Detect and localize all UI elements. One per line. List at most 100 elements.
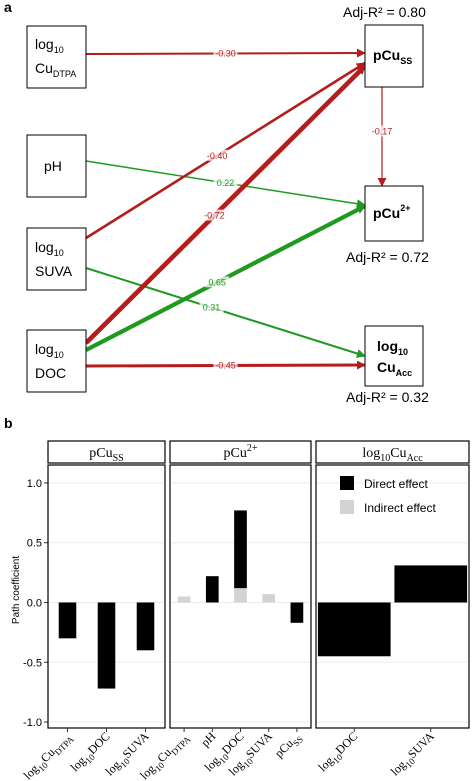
node-cu-log: log (35, 36, 54, 52)
node-cu-name: Cu (35, 60, 53, 76)
node-cuacc-sub10: 10 (398, 347, 408, 357)
bar-direct (58, 602, 77, 639)
node-suva-sub10: 10 (54, 248, 64, 258)
node-ph: pH (26, 134, 87, 198)
node-suva-name: SUVA (35, 263, 73, 279)
coef-label-doc-pcuss: -0.72 (204, 211, 225, 221)
node-log10-doc: log10 DOC (26, 329, 87, 393)
coef-label-bg (205, 276, 230, 288)
node-doc-log: log (35, 341, 54, 357)
svg-text:log10: log10 (35, 36, 64, 55)
bar-direct (136, 602, 155, 651)
node-ph-label: pH (44, 158, 62, 174)
node-box (26, 329, 87, 393)
bar-indirect (234, 588, 247, 603)
coef-label-bg (370, 125, 394, 137)
node-cuacc-log: log (377, 338, 398, 354)
node-doc-sub10: 10 (54, 350, 64, 360)
node-pcu2-main: pCu (373, 205, 400, 221)
svg-text:CuAcc: CuAcc (377, 359, 412, 378)
coef-label-bg (202, 209, 227, 221)
node-box (26, 25, 87, 89)
node-box (26, 227, 87, 291)
adj-r2-pcu2: Adj-R² = 0.72 (346, 249, 429, 265)
node-pcu2-sup: 2+ (400, 203, 410, 213)
coef-label-doc-pcu2: 0.65 (208, 277, 226, 287)
svg-text:pCuSS: pCuSS (373, 47, 412, 66)
bar-direct (290, 602, 304, 623)
facet-strip (315, 440, 470, 464)
bar-direct (394, 565, 468, 603)
facet-strip-label: pCu2+ (224, 443, 258, 461)
coef-label-pcuss-pcu2: -0.17 (372, 127, 393, 137)
legend: Direct effect Indirect effect (340, 476, 436, 515)
bar-direct (317, 602, 391, 657)
x-tick-label: pCuSS (272, 729, 305, 762)
coef-label-bg (213, 359, 238, 371)
svg-text:log10: log10 (35, 341, 64, 360)
panel-b: b Path coefficient -1.0 -0.5 0.0 0.5 1.0 pCuS… (4, 415, 470, 781)
coef-label-bg (205, 149, 230, 161)
legend-label-indirect: Indirect effect (364, 501, 436, 515)
bar-direct (205, 576, 219, 603)
node-pcu-2plus: pCu2+ (364, 185, 424, 242)
panel-b-letter: b (4, 415, 13, 431)
y-tick-label: 1.0 (27, 478, 42, 490)
bar-indirect (177, 596, 191, 603)
facet-panel-3: log10CuAcc log10DOC log10SUVA Direct effect… (315, 440, 470, 780)
svg-text:pCu2+: pCu2+ (373, 203, 410, 221)
coef-label-bg (213, 177, 238, 188)
node-suva-log: log (35, 239, 54, 255)
coef-label-bg (199, 301, 224, 313)
y-tick-label: 0.5 (27, 538, 42, 550)
facet-strip-label: log10CuAcc (362, 446, 423, 464)
panel-a-letter: a (4, 0, 12, 15)
x-tick-label: pH (198, 729, 219, 750)
svg-text:log10: log10 (377, 338, 408, 357)
node-pcuss-sub: SS (400, 56, 412, 66)
facet-chart: -1.0 -0.5 0.0 0.5 1.0 pCuSS log10CuDTPA log10DO… (21, 440, 470, 781)
coef-label-suva-pcuss: -0.40 (207, 151, 228, 161)
bar-direct (234, 510, 247, 589)
legend-swatch-indirect (340, 500, 354, 514)
legend-swatch-direct (340, 476, 354, 490)
y-tick-label: -0.5 (23, 657, 42, 669)
y-axis-title: Path coefficient (11, 556, 22, 624)
x-tick-label: log10SUVA (388, 729, 439, 780)
coef-label-bg (213, 47, 238, 59)
coef-label-doc-cuacc: -0.45 (215, 361, 236, 371)
legend-label-direct: Direct effect (364, 477, 428, 491)
adj-r2-cuacc: Adj-R² = 0.32 (346, 389, 429, 405)
path-arrow-doc-pcuss (84, 64, 367, 345)
panel-a: a -0.300.22-0.400.31-0.720.65-0.45-0.17 … (4, 0, 429, 405)
node-log10-cu-dtpa: log10 CuDTPA (26, 25, 87, 89)
coef-label-cu-pcuss: -0.30 (215, 49, 236, 59)
node-box (364, 24, 424, 88)
y-tick-label: 0.0 (27, 597, 42, 609)
coef-label-ph-pcu2: 0.22 (217, 178, 235, 188)
facet-strip (47, 440, 166, 464)
y-tick-label: -1.0 (23, 717, 42, 729)
node-pcuss-main: pCu (373, 47, 400, 63)
node-log10-suva: log10 SUVA (26, 227, 87, 291)
path-arrow-suva-cuacc (85, 267, 366, 358)
bar-indirect (262, 594, 276, 603)
node-box (364, 185, 424, 242)
x-tick-label: log10CuDTPA (21, 729, 77, 781)
node-pcu-ss: pCuSS (364, 24, 424, 88)
node-cuacc-subacc: Acc (396, 368, 413, 378)
facet-strip-label: pCuSS (89, 446, 123, 464)
facet-strip (169, 440, 312, 464)
svg-text:log10: log10 (35, 239, 64, 258)
node-log10-cu-acc: log10 CuAcc (364, 325, 424, 387)
coef-label-suva-cuacc: 0.31 (203, 303, 221, 313)
node-box (364, 325, 424, 387)
node-cuacc-name: Cu (377, 359, 396, 375)
x-tick-label: log10DOC (315, 729, 362, 776)
bar-direct (97, 602, 116, 689)
svg-text:CuDTPA: CuDTPA (35, 60, 76, 79)
node-doc-name: DOC (35, 365, 66, 381)
